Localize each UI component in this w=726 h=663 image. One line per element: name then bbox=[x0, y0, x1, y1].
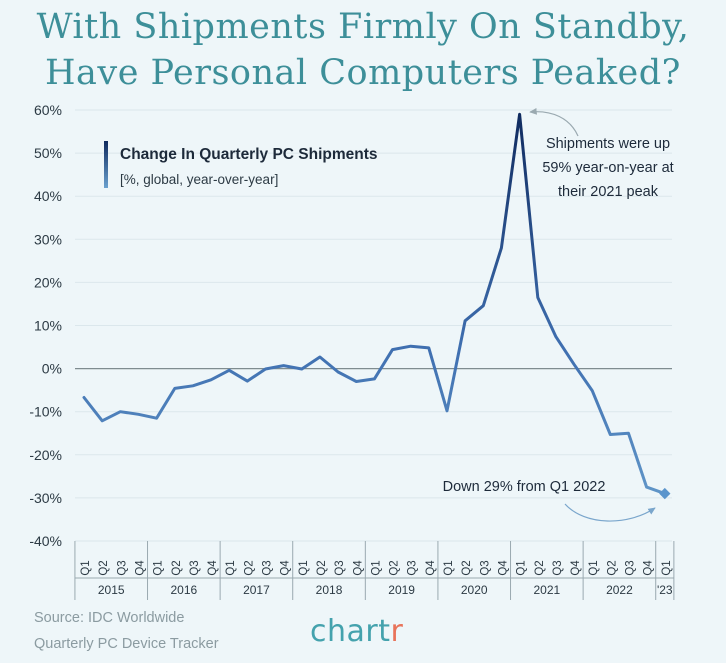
legend-gradient-bar bbox=[104, 141, 108, 188]
x-tick-label: Q2 bbox=[98, 560, 110, 575]
x-tick-label: Q4 bbox=[570, 560, 582, 576]
gridlines bbox=[75, 109, 672, 542]
year-label: 2020 bbox=[461, 583, 488, 597]
y-axis: -40% -30% -20% -10% 0% 10% 20% 30% 40% 50% 60% bbox=[29, 102, 62, 549]
x-tick-label: Q1 bbox=[588, 560, 600, 575]
year-label: '23 bbox=[657, 583, 673, 597]
y-tick-label: 50% bbox=[34, 145, 62, 161]
x-tick-label: Q3 bbox=[552, 560, 564, 575]
year-label: 2016 bbox=[170, 583, 197, 597]
x-tick-label: Q4 bbox=[134, 560, 146, 576]
x-tick-label: Q4 bbox=[497, 560, 509, 576]
x-tick-label: Q1 bbox=[153, 560, 165, 575]
x-tick-label: Q2 bbox=[606, 560, 618, 575]
x-tick-label: Q1 bbox=[661, 560, 673, 575]
peak-annotation-line-3: their 2021 peak bbox=[558, 184, 659, 200]
y-tick-label: -40% bbox=[29, 533, 62, 549]
x-tick-label: Q2 bbox=[534, 560, 546, 575]
title-line-1: With Shipments Firmly On Standby, bbox=[36, 7, 690, 47]
x-tick-label: Q1 bbox=[370, 560, 382, 575]
y-tick-label: 40% bbox=[34, 188, 62, 204]
year-label: 2021 bbox=[533, 583, 560, 597]
x-tick-label: Q4 bbox=[425, 560, 437, 576]
latest-point-marker bbox=[659, 487, 671, 500]
x-tick-label: Q3 bbox=[625, 560, 637, 575]
logo-main: chart bbox=[310, 614, 391, 649]
latest-annotation-text: Down 29% from Q1 2022 bbox=[443, 479, 606, 495]
x-axis: Q1 Q2 Q3 Q4 Q1 Q2 Q3 Q4 Q1 Q2 Q3 Q4 Q1 Q2 Q3 Q4 Q1 Q2 Q3 Q4… bbox=[74, 541, 675, 600]
y-tick-label: 20% bbox=[34, 274, 62, 290]
x-tick-label: Q3 bbox=[334, 560, 346, 575]
x-tick-label: Q2 bbox=[316, 560, 328, 575]
y-tick-label: -20% bbox=[29, 447, 62, 463]
x-tick-label: Q3 bbox=[479, 560, 491, 575]
y-tick-label: 60% bbox=[34, 102, 62, 118]
x-tick-label: Q4 bbox=[280, 560, 292, 576]
x-tick-label: Q1 bbox=[516, 560, 528, 575]
series-line bbox=[82, 112, 667, 496]
year-label: 2019 bbox=[388, 583, 415, 597]
x-tick-label: Q4 bbox=[352, 560, 364, 576]
x-tick-label: Q2 bbox=[461, 560, 473, 575]
x-tick-label: Q3 bbox=[116, 560, 128, 575]
x-tick-label: Q3 bbox=[407, 560, 419, 575]
x-tick-label: Q1 bbox=[443, 560, 455, 575]
peak-arrow bbox=[529, 108, 579, 137]
source-note: Source: IDC Worldwide Quarterly PC Devic… bbox=[34, 605, 219, 657]
chartr-logo: chartr bbox=[310, 614, 403, 649]
x-tick-label: Q2 bbox=[171, 560, 183, 575]
latest-arrow bbox=[564, 503, 656, 522]
legend: Change In Quarterly PC Shipments [%, glo… bbox=[104, 141, 378, 188]
y-tick-label: -30% bbox=[29, 490, 62, 506]
peak-annotation-line-2: 59% year-on-year at bbox=[542, 160, 673, 176]
x-tick-label: Q2 bbox=[389, 560, 401, 575]
x-tick-label: Q3 bbox=[189, 560, 201, 575]
y-tick-label: 10% bbox=[34, 318, 62, 334]
latest-annotation: Down 29% from Q1 2022 bbox=[443, 479, 656, 522]
x-tick-label: Q1 bbox=[298, 560, 310, 575]
source-line-1: Source: IDC Worldwide bbox=[34, 610, 185, 626]
y-tick-label: 0% bbox=[42, 361, 62, 377]
legend-title: Change In Quarterly PC Shipments bbox=[120, 146, 378, 163]
x-tick-label: Q3 bbox=[262, 560, 274, 575]
x-tick-label: Q2 bbox=[243, 560, 255, 575]
y-tick-label: 30% bbox=[34, 231, 62, 247]
x-tick-label: Q1 bbox=[80, 560, 92, 575]
y-tick-label: -10% bbox=[29, 404, 62, 420]
year-label: 2015 bbox=[98, 583, 125, 597]
year-label: 2017 bbox=[243, 583, 270, 597]
year-label: 2018 bbox=[316, 583, 343, 597]
peak-annotation-line-1: Shipments were up bbox=[546, 136, 670, 152]
source-line-2: Quarterly PC Device Tracker bbox=[34, 636, 219, 652]
legend-subtitle: [%, global, year-over-year] bbox=[120, 172, 278, 187]
year-label: 2022 bbox=[606, 583, 633, 597]
chart-title: With Shipments Firmly On Standby, Have P… bbox=[0, 4, 726, 96]
x-tick-label: Q4 bbox=[207, 560, 219, 576]
peak-annotation: Shipments were up 59% year-on-year at th… bbox=[529, 108, 674, 200]
title-line-2: Have Personal Computers Peaked? bbox=[45, 53, 681, 93]
x-tick-label: Q4 bbox=[643, 560, 655, 576]
x-tick-label: Q1 bbox=[225, 560, 237, 575]
logo-tail: r bbox=[390, 614, 404, 649]
